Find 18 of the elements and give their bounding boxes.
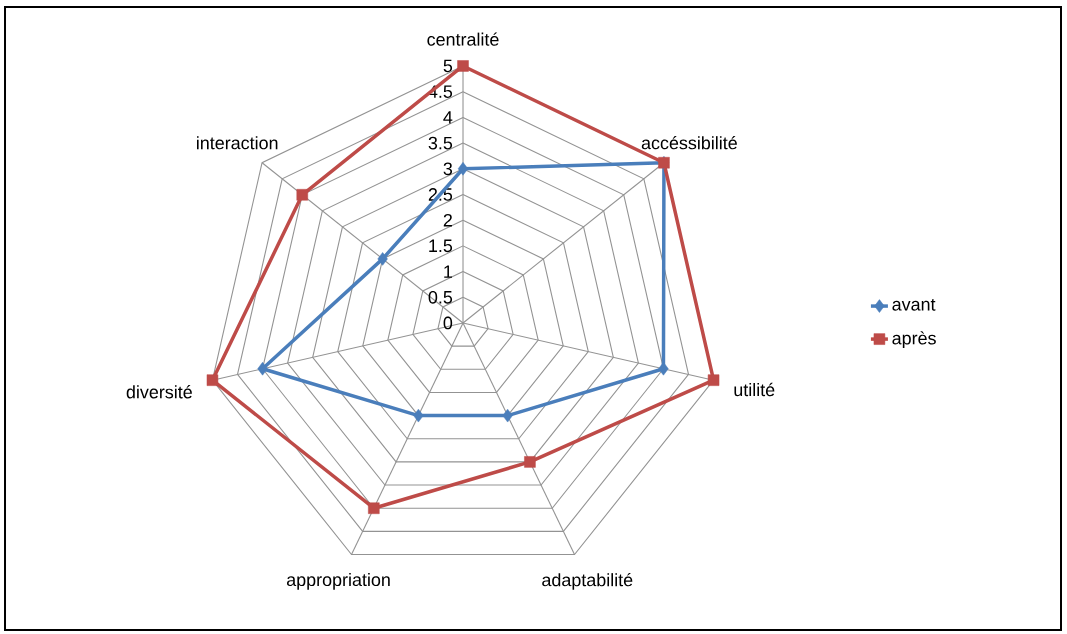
y-tick-label: 0.5 [428,290,453,304]
y-tick-label: 3 [443,162,453,176]
spoke-label: utilité [734,382,775,397]
y-tick-label: 5 [443,59,453,73]
legend-label: avant [892,298,936,311]
y-tick-label: 4 [443,111,453,124]
y-tick-label: 0 [443,316,453,330]
y-tick-label: 2 [443,213,452,227]
y-tick-label: 1 [444,265,452,278]
legend-label: après [892,331,936,349]
y-tick-label: 1.5 [429,239,453,253]
y-tick-label: 3.5 [428,136,453,150]
spoke-label: interaction [197,136,278,150]
spoke-label: diversité [126,385,192,399]
spoke-label: adaptabilité [542,572,633,590]
spoke-label: accéssibilité [641,135,737,150]
spoke-label: appropriation [286,572,390,590]
spoke-label: centralité [427,32,499,46]
